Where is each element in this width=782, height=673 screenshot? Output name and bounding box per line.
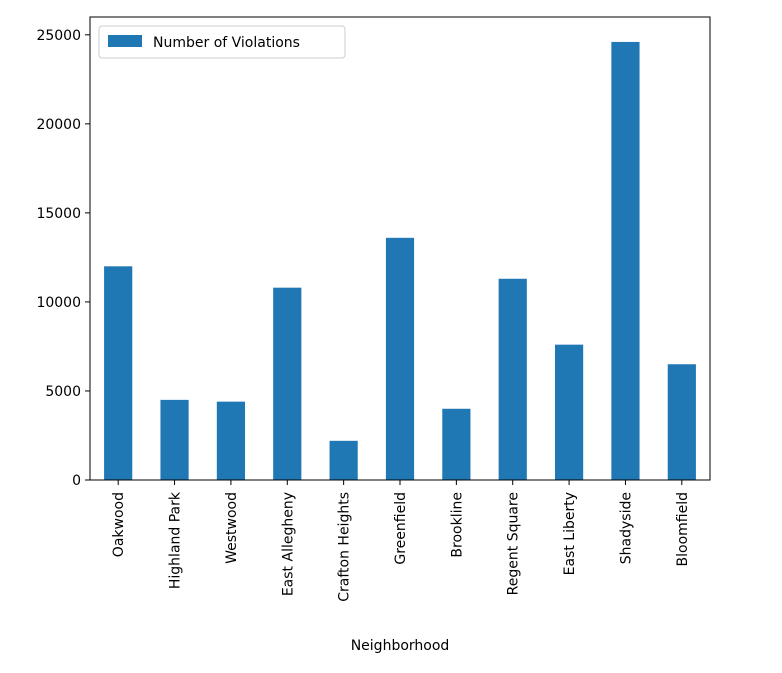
legend-label: Number of Violations	[153, 35, 300, 51]
y-tick-label: 25000	[36, 28, 81, 44]
bar-oakwood	[104, 266, 133, 480]
bar-shadyside	[611, 41, 640, 480]
x-axis-title: Neighborhood	[351, 638, 450, 654]
x-tick-label: Crafton Heights	[337, 492, 353, 602]
x-tick-label: Highland Park	[168, 491, 184, 589]
x-tick-label: Oakwood	[111, 492, 127, 557]
x-tick-label: Shadyside	[618, 492, 634, 564]
bar-regent-square	[498, 278, 527, 480]
x-tick-label: Greenfield	[393, 492, 409, 565]
y-tick-label: 5000	[45, 384, 81, 400]
bars-group	[104, 41, 696, 480]
y-tick-label: 15000	[36, 206, 81, 222]
x-tick-label: Westwood	[224, 492, 240, 564]
x-tick-label: Regent Square	[506, 492, 522, 595]
bar-east-allegheny	[273, 287, 302, 480]
bar-brookline	[442, 408, 471, 480]
y-tick-label: 20000	[36, 117, 81, 133]
legend: Number of Violations	[98, 25, 346, 59]
bar-bloomfield	[667, 364, 696, 480]
bar-crafton-heights	[329, 440, 358, 480]
x-axis: Oakwood Highland Park Westwood East Alleghe…	[111, 480, 691, 602]
plot-frame	[89, 16, 711, 481]
legend-swatch	[108, 35, 142, 47]
y-axis: 0 5000 10000 15000 20000 25000	[36, 28, 90, 489]
bar-greenfield	[385, 237, 415, 480]
legend-box	[98, 25, 346, 59]
x-tick-label: East Allegheny	[280, 492, 296, 596]
y-tick-label: 0	[72, 473, 81, 489]
x-tick-label: East Liberty	[562, 492, 578, 575]
y-tick-label: 10000	[36, 295, 81, 311]
bar-highland-park	[160, 399, 189, 480]
x-tick-label: Bloomfield	[675, 492, 691, 566]
bar-westwood	[216, 401, 245, 480]
bar-east-liberty	[555, 344, 584, 480]
x-tick-label: Brookline	[449, 492, 465, 558]
